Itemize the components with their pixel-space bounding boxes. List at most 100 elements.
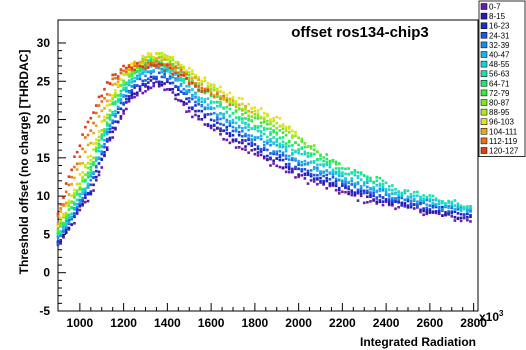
- data-point: [425, 208, 429, 212]
- data-point: [256, 154, 260, 157]
- data-point: [122, 81, 125, 84]
- data-point: [209, 101, 213, 105]
- data-point: [259, 121, 263, 125]
- data-point: [391, 188, 394, 192]
- data-point: [356, 190, 360, 194]
- data-point: [206, 123, 210, 126]
- data-point: [100, 137, 104, 141]
- data-point: [241, 134, 244, 138]
- data-point: [174, 73, 177, 76]
- data-point: [275, 121, 279, 125]
- data-point: [322, 171, 325, 174]
- data-point: [284, 125, 288, 129]
- data-point: [228, 134, 232, 138]
- data-point: [75, 183, 79, 186]
- data-point: [359, 189, 363, 193]
- data-point: [259, 153, 263, 157]
- data-point: [372, 186, 375, 189]
- data-point: [375, 183, 379, 187]
- y-axis-label: Threshold offset (no charge) [THRDAC]: [17, 50, 31, 275]
- data-point: [177, 98, 180, 102]
- data-point: [152, 77, 156, 80]
- data-point: [378, 189, 382, 193]
- data-point: [294, 176, 297, 179]
- data-point: [325, 173, 329, 177]
- data-point: [135, 75, 139, 79]
- data-point: [269, 118, 272, 121]
- data-point: [316, 173, 319, 177]
- data-point: [281, 158, 285, 162]
- data-point: [287, 131, 291, 134]
- data-point: [171, 74, 175, 77]
- data-point: [149, 75, 153, 79]
- data-point: [146, 87, 150, 91]
- data-point: [294, 165, 297, 169]
- data-point: [231, 121, 235, 125]
- data-point: [78, 192, 82, 196]
- data-point: [297, 173, 300, 176]
- legend-swatch: [480, 147, 488, 154]
- data-point: [347, 185, 350, 188]
- data-point: [469, 206, 472, 209]
- data-point: [185, 90, 188, 94]
- data-point: [450, 200, 454, 204]
- legend: 0-78-1516-2324-3132-3940-4748-5556-6364-…: [478, 0, 526, 158]
- data-point: [287, 139, 291, 143]
- data-point: [191, 94, 194, 98]
- data-point: [434, 197, 438, 201]
- data-point: [212, 95, 216, 99]
- data-point: [209, 88, 213, 91]
- data-point: [114, 82, 117, 86]
- data-point: [130, 71, 134, 74]
- data-point: [244, 106, 247, 110]
- data-point: [92, 163, 95, 167]
- data-point: [394, 187, 397, 191]
- data-point: [179, 66, 183, 70]
- data-point: [312, 159, 316, 163]
- data-point: [200, 100, 204, 104]
- data-point: [135, 77, 139, 81]
- data-point: [149, 65, 153, 68]
- data-point: [105, 81, 109, 84]
- data-point: [133, 68, 136, 72]
- data-point: [73, 201, 76, 204]
- data-point: [122, 83, 125, 87]
- data-point: [337, 162, 341, 165]
- data-point: [259, 134, 263, 138]
- x-tick-label: 1200: [110, 316, 137, 330]
- data-point: [86, 166, 90, 170]
- data-point: [155, 51, 158, 55]
- data-point: [163, 53, 166, 57]
- x-tick-label: 2600: [417, 316, 444, 330]
- data-point: [182, 100, 186, 104]
- data-point: [241, 117, 244, 120]
- data-point: [125, 86, 128, 89]
- data-point: [269, 164, 272, 167]
- data-point: [344, 176, 347, 180]
- data-point: [133, 61, 136, 65]
- data-point: [194, 84, 197, 88]
- data-point: [409, 196, 413, 199]
- data-point: [70, 201, 73, 204]
- data-point: [67, 175, 71, 179]
- data-point: [122, 112, 125, 115]
- data-point: [397, 196, 400, 199]
- data-point: [64, 226, 68, 229]
- data-point: [114, 112, 117, 116]
- data-point: [303, 159, 307, 163]
- data-point: [297, 175, 300, 179]
- data-point: [152, 81, 156, 85]
- data-point: [185, 77, 188, 80]
- data-point: [84, 191, 87, 194]
- data-point: [272, 162, 275, 165]
- data-point: [111, 126, 114, 130]
- x-axis-exponent: x103: [479, 309, 504, 324]
- data-point: [450, 202, 454, 205]
- data-point: [81, 196, 84, 200]
- data-point: [111, 83, 114, 87]
- data-point: [281, 145, 285, 149]
- data-point: [428, 210, 432, 213]
- data-point: [303, 142, 307, 145]
- data-point: [209, 83, 213, 86]
- data-point: [344, 178, 347, 182]
